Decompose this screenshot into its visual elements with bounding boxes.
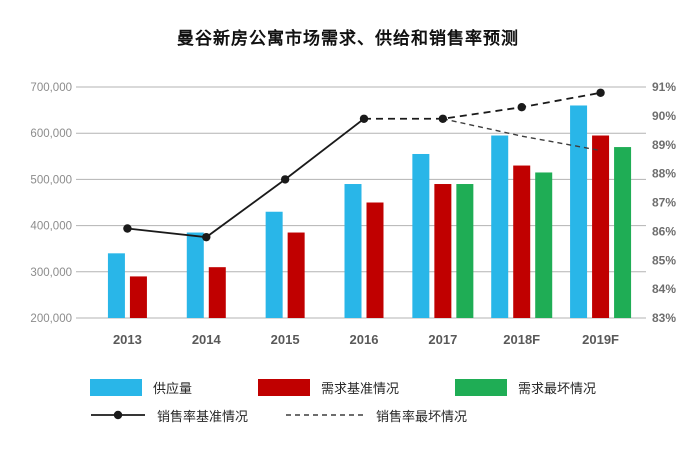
- data-point-dot: [202, 232, 211, 242]
- left-axis-tick-label: 200,000: [30, 313, 72, 325]
- x-axis-tick-label: 2013: [113, 332, 142, 347]
- legend-label-salesrate-base: 销售率基准情况: [157, 408, 249, 424]
- chart-plot-area: 700,000 600,000 500,000 400,000 300,000 200,0…: [30, 80, 676, 347]
- legend-label-demand-worst: 需求最坏情况: [518, 380, 597, 396]
- legend-item-demand-worst: 需求最坏情况: [455, 377, 596, 397]
- bar-需求基准情况: [513, 165, 531, 318]
- salesrate-base-line: [127, 118, 365, 239]
- supply-swatch-icon: [90, 378, 142, 396]
- left-axis-tick-label: 400,000: [30, 221, 72, 233]
- bar-需求基准情况: [366, 202, 384, 318]
- left-axis-tick-label: 600,000: [30, 128, 72, 140]
- data-point-dot: [438, 114, 448, 123]
- bar-需求基准情况: [287, 232, 305, 318]
- legend-label-salesrate-worst: 销售率最坏情况: [376, 408, 468, 424]
- bar-需求基准情况: [129, 276, 147, 318]
- legend-label-demand-base: 需求基准情况: [321, 380, 400, 396]
- left-axis-tick-label: 300,000: [30, 267, 72, 279]
- left-axis-tick-label: 700,000: [30, 82, 72, 94]
- legend-item-demand-base: 需求基准情况: [258, 377, 399, 397]
- right-axis-tick-label: 85%: [652, 253, 676, 267]
- x-axis-tick-label: 2018F: [503, 332, 540, 347]
- salesrate-base-line: [364, 91, 601, 120]
- right-axis-tick-label: 87%: [652, 196, 676, 210]
- right-axis-tick-label: 88%: [652, 167, 676, 181]
- data-point-dot: [596, 88, 605, 97]
- legend-item-salesrate-base: 销售率基准情况: [90, 405, 248, 425]
- right-axis-tick-label: 83%: [652, 311, 676, 325]
- bar-需求最坏情况: [535, 172, 553, 318]
- x-axis-tick-label: 2015: [271, 332, 300, 347]
- right-axis-tick-label: 86%: [652, 224, 676, 238]
- bar-需求基准情况: [592, 135, 610, 318]
- dashed-line-icon: [286, 414, 364, 416]
- x-axis-tick-label: 2016: [350, 332, 379, 347]
- right-axis-tick-label: 89%: [652, 138, 676, 152]
- legend-label-supply: 供应量: [153, 380, 193, 396]
- bar-需求基准情况: [208, 267, 226, 318]
- right-axis-tick-label: 84%: [652, 282, 676, 296]
- bar-需求最坏情况: [614, 147, 632, 318]
- chart-title: 曼谷新房公寓市场需求、供给和销售率预测: [177, 29, 519, 48]
- x-axis-tick-label: 2014: [192, 332, 222, 347]
- bar-需求基准情况: [434, 184, 452, 318]
- bar-供应量: [107, 253, 125, 318]
- data-point-dot: [123, 224, 132, 233]
- demand-worst-swatch-icon: [455, 378, 507, 396]
- legend-item-supply: 供应量: [90, 377, 192, 397]
- data-point-dot: [359, 114, 369, 123]
- legend-item-salesrate-worst: 销售率最坏情况: [285, 405, 467, 425]
- bar-供应量: [570, 105, 588, 318]
- data-point-dot: [517, 103, 526, 112]
- x-axis-tick-label: 2019F: [582, 332, 619, 347]
- right-axis-tick-label: 90%: [652, 109, 676, 123]
- right-axis-tick-label: 91%: [652, 80, 676, 94]
- bar-供应量: [186, 232, 204, 318]
- left-axis-tick-label: 500,000: [30, 174, 72, 186]
- bar-供应量: [412, 153, 430, 318]
- solid-line-dot-icon: [91, 410, 145, 420]
- bar-供应量: [491, 135, 509, 318]
- bar-供应量: [344, 184, 362, 318]
- x-axis-tick-label: 2017: [428, 332, 457, 347]
- demand-base-swatch-icon: [258, 378, 310, 396]
- bar-供应量: [265, 211, 283, 318]
- data-point-dot: [280, 175, 290, 184]
- bar-需求最坏情况: [456, 184, 474, 318]
